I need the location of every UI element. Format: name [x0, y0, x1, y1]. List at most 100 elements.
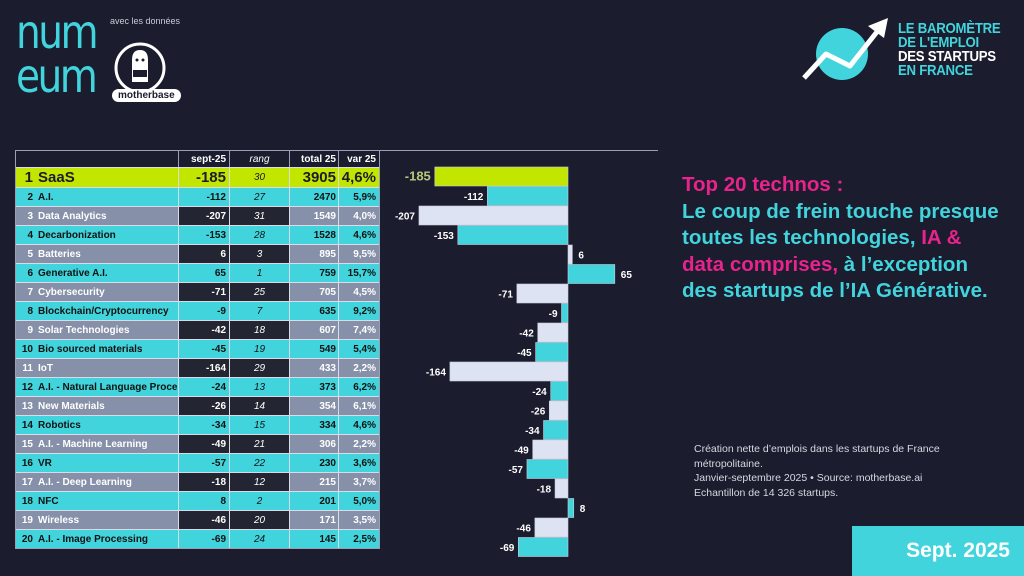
row-sept: -164: [178, 359, 229, 377]
table-row: 6 Generative A.I. 65 1 759 15,7%: [16, 263, 379, 282]
row-total: 334: [289, 416, 338, 434]
bar-label-13: -26: [531, 406, 546, 417]
row-index: 8: [27, 305, 33, 317]
row-var: 4,5%: [338, 283, 379, 301]
row-total: 635: [289, 302, 338, 320]
numeum-logo: num eum: [16, 5, 99, 103]
row-index: 1: [24, 169, 33, 186]
row-rang: 25: [229, 283, 289, 301]
row-index: 9: [27, 324, 33, 336]
row-var: 2,2%: [338, 435, 379, 453]
row-name: NFC: [38, 495, 59, 507]
row-name: Robotics: [38, 419, 81, 431]
row-index: 20: [21, 533, 33, 545]
row-total: 201: [289, 492, 338, 510]
row-var: 5,9%: [338, 188, 379, 206]
row-var: 3,5%: [338, 511, 379, 529]
table-row: 1 SaaS -185 30 3905 4,6%: [16, 167, 379, 187]
row-rang: 14: [229, 397, 289, 415]
row-var: 2,5%: [338, 530, 379, 548]
table-row: 8 Blockchain/Cryptocurrency -9 7 635 9,2%: [16, 301, 379, 320]
row-total: 433: [289, 359, 338, 377]
bar-9: [537, 322, 569, 343]
header-name: [36, 151, 178, 167]
bar-20: [518, 537, 569, 557]
bar-11: [449, 361, 569, 382]
row-rang: 27: [229, 188, 289, 206]
row-sept: 65: [178, 264, 229, 282]
bar-10: [535, 342, 569, 362]
bar-label-10: -45: [517, 348, 532, 359]
headline-title: Top 20 technos :: [682, 173, 844, 196]
bar-14: [543, 420, 569, 440]
row-total: 549: [289, 340, 338, 358]
row-sept: -49: [178, 435, 229, 453]
note-line-2: Janvier-septembre 2025 • Source: motherb…: [694, 472, 923, 484]
note-line-3: Echantillon de 14 326 startups.: [694, 486, 839, 499]
bar-4: [457, 225, 569, 245]
row-var: 6,2%: [338, 378, 379, 396]
row-sept: 6: [178, 245, 229, 263]
row-name: A.I. - Deep Learning: [38, 476, 132, 488]
row-index: 7: [27, 286, 33, 298]
row-name: IoT: [38, 362, 53, 374]
bar-16: [526, 459, 569, 479]
row-name: New Materials: [38, 400, 105, 412]
note-line-1: Création nette d’emplois dans les startu…: [694, 443, 940, 470]
row-name: A.I.: [38, 191, 54, 203]
bar-2: [487, 186, 569, 206]
row-sept: -42: [178, 321, 229, 339]
row-rang: 12: [229, 473, 289, 491]
row-name: Bio sourced materials: [38, 343, 143, 355]
row-index: 4: [27, 229, 33, 241]
row-index: 6: [27, 267, 33, 279]
row-total: 3905: [289, 168, 338, 187]
table-row: 19 Wireless -46 20 171 3,5%: [16, 510, 379, 529]
row-var: 7,4%: [338, 321, 379, 339]
table-row: 10 Bio sourced materials -45 19 549 5,4%: [16, 339, 379, 358]
row-name: SaaS: [38, 169, 75, 186]
table-row: 4 Decarbonization -153 28 1528 4,6%: [16, 225, 379, 244]
row-index: 12: [21, 381, 33, 393]
row-name: Decarbonization: [38, 229, 116, 241]
row-rang: 31: [229, 207, 289, 225]
row-sept: -24: [178, 378, 229, 396]
bar-label-11: -164: [426, 367, 446, 378]
row-total: 230: [289, 454, 338, 472]
row-var: 9,5%: [338, 245, 379, 263]
row-sept: -34: [178, 416, 229, 434]
row-total: 759: [289, 264, 338, 282]
bar-8: [561, 303, 569, 323]
row-total: 2470: [289, 188, 338, 206]
bar-label-16: -57: [509, 465, 524, 476]
row-total: 607: [289, 321, 338, 339]
motherbase-logo: motherbase: [112, 89, 181, 102]
bar-label-18: 8: [580, 504, 586, 515]
barometer-line-1: LE BAROMÈTRE: [898, 20, 1001, 37]
table-row: 7 Cybersecurity -71 25 705 4,5%: [16, 282, 379, 301]
table-row: 2 A.I. -112 27 2470 5,9%: [16, 187, 379, 206]
row-sept: -18: [178, 473, 229, 491]
row-total: 354: [289, 397, 338, 415]
barometer-arrow-icon: [802, 18, 888, 80]
barometer-line-2: DE L'EMPLOI: [898, 34, 979, 51]
sept-bar-chart: -185 -112 -207 -153 6 65 -71 -9 -42 -45 -164 -24 -26…: [395, 166, 632, 557]
barometer-line-4: EN FRANCE: [898, 62, 973, 79]
row-var: 4,6%: [338, 226, 379, 244]
source-note: Création nette d’emplois dans les startu…: [694, 442, 994, 500]
row-sept: -153: [178, 226, 229, 244]
row-name: Batteries: [38, 248, 81, 260]
row-total: 306: [289, 435, 338, 453]
row-name: Blockchain/Cryptocurrency: [38, 305, 169, 317]
bar-7: [516, 283, 569, 304]
row-rang: 18: [229, 321, 289, 339]
row-var: 4,0%: [338, 207, 379, 225]
row-index: 17: [21, 476, 33, 488]
bar-1: [434, 166, 569, 187]
bar-label-2: -112: [464, 192, 484, 203]
row-rang: 24: [229, 530, 289, 548]
row-var: 3,6%: [338, 454, 379, 472]
row-var: 5,0%: [338, 492, 379, 510]
row-sept: -9: [178, 302, 229, 320]
row-var: 5,4%: [338, 340, 379, 358]
